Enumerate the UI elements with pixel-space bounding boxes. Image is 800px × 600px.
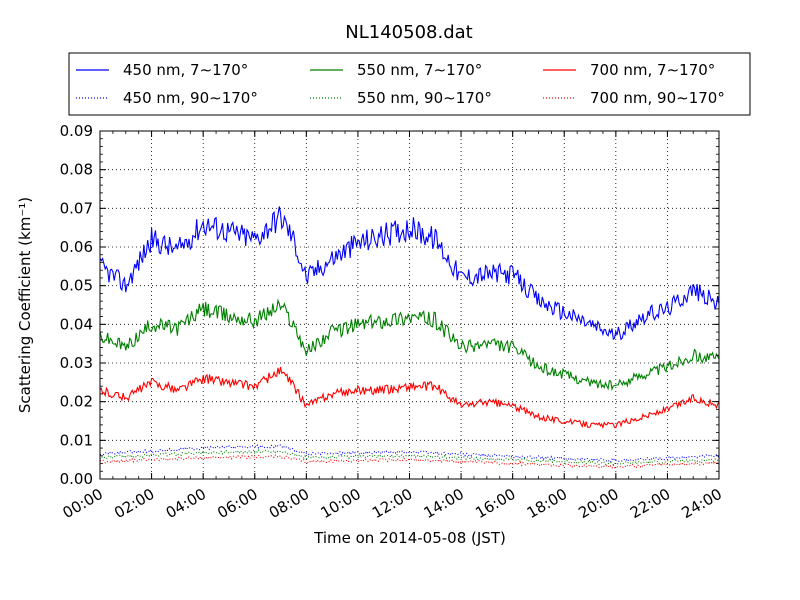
legend-label: 700 nm, 7∼170° <box>590 61 715 79</box>
y-tick-label: 0.09 <box>60 122 93 140</box>
y-tick-label: 0.00 <box>60 470 93 488</box>
legend-label: 700 nm, 90∼170° <box>590 89 725 107</box>
x-axis-label: Time on 2014-05-08 (JST) <box>313 529 506 547</box>
series-group <box>99 206 720 469</box>
y-axis-label: Scattering Coefficient (km⁻¹) <box>16 197 34 413</box>
y-tick-label: 0.01 <box>60 431 93 449</box>
legend-label: 450 nm, 7∼170° <box>123 61 248 79</box>
legend-label: 550 nm, 7∼170° <box>357 61 482 79</box>
series-line <box>99 298 720 392</box>
y-tick-label: 0.02 <box>60 393 93 411</box>
y-tick-label: 0.04 <box>60 315 93 333</box>
y-tick-label: 0.06 <box>60 238 93 256</box>
series-line <box>99 206 720 341</box>
series-line <box>99 444 720 463</box>
y-tick-label: 0.05 <box>60 277 93 295</box>
plot-frame <box>99 130 720 480</box>
y-tick-label: 0.03 <box>60 354 93 372</box>
legend-label: 450 nm, 90∼170° <box>123 89 258 107</box>
series-line <box>99 366 720 430</box>
legend-label: 550 nm, 90∼170° <box>357 89 492 107</box>
y-tick-label: 0.08 <box>60 161 93 179</box>
y-tick-label: 0.07 <box>60 199 93 217</box>
legend: 450 nm, 7∼170° 550 nm, 7∼170° 700 nm, 7∼17… <box>68 52 751 116</box>
chart-title: NL140508.dat <box>345 22 472 43</box>
